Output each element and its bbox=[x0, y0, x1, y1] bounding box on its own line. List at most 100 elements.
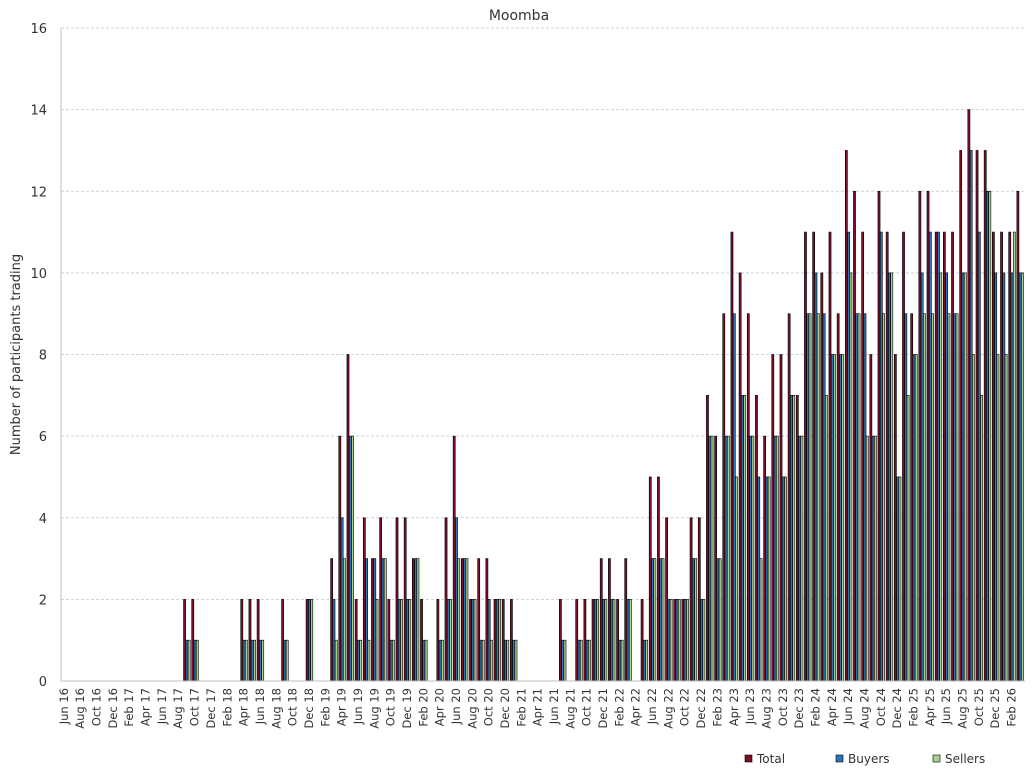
bar-sellers bbox=[375, 599, 379, 682]
x-tick-label: Feb 25 bbox=[906, 688, 920, 727]
bar-sellers bbox=[947, 313, 951, 682]
legend-label-total: Total bbox=[756, 752, 785, 766]
x-tick-label: Apr 22 bbox=[629, 688, 643, 726]
x-tick-label: Dec 25 bbox=[988, 688, 1002, 729]
bar-buyers bbox=[561, 639, 565, 682]
bar-total bbox=[738, 272, 742, 682]
x-tick-label: Oct 19 bbox=[384, 688, 398, 726]
bar-sellers bbox=[865, 435, 869, 682]
bar-sellers bbox=[906, 395, 910, 682]
bar-sellers bbox=[874, 435, 877, 682]
bar-buyers bbox=[863, 313, 867, 682]
bar-buyers bbox=[977, 231, 981, 682]
bar-sellers bbox=[792, 395, 796, 682]
bar-buyers bbox=[790, 395, 793, 682]
bar-buyers bbox=[610, 599, 614, 682]
x-tick-label: Oct 21 bbox=[580, 688, 594, 726]
y-tick-label: 2 bbox=[39, 593, 47, 608]
bar-sellers bbox=[931, 313, 934, 682]
x-tick-label: Jun 23 bbox=[743, 688, 757, 725]
bar-sellers bbox=[506, 639, 510, 682]
bar-buyers bbox=[961, 272, 965, 682]
bar-buyers bbox=[504, 639, 507, 682]
bar-total bbox=[371, 558, 374, 682]
bar-sellers bbox=[449, 599, 452, 682]
bar-total bbox=[812, 231, 816, 682]
bar-buyers bbox=[847, 231, 850, 682]
x-tick-label: Jun 21 bbox=[547, 688, 561, 725]
bar-sellers bbox=[808, 313, 812, 682]
bar-sellers bbox=[628, 599, 632, 682]
x-tick-label: Apr 20 bbox=[433, 688, 447, 726]
bar-total bbox=[559, 599, 562, 682]
bar-total bbox=[191, 599, 195, 682]
bar-buyers bbox=[749, 435, 752, 682]
bar-sellers bbox=[596, 599, 600, 682]
x-tick-label: Dec 22 bbox=[694, 688, 708, 729]
bar-sellers bbox=[677, 599, 681, 682]
chart-title: Moomba bbox=[489, 8, 549, 24]
legend-label-buyers: Buyers bbox=[848, 752, 890, 766]
bar-total bbox=[771, 354, 775, 682]
bar-buyers bbox=[969, 150, 973, 682]
bar-buyers bbox=[765, 476, 769, 682]
bar-sellers bbox=[408, 599, 412, 682]
bar-buyers bbox=[626, 599, 630, 682]
bar-sellers bbox=[579, 639, 583, 682]
bar-total bbox=[616, 599, 619, 682]
x-tick-label: Aug 21 bbox=[563, 688, 577, 729]
bar-sellers bbox=[735, 476, 738, 682]
bar-sellers bbox=[457, 558, 461, 682]
bar-buyers bbox=[781, 476, 785, 682]
bar-sellers bbox=[473, 599, 477, 682]
bar-buyers bbox=[463, 558, 467, 682]
x-tick-label: Aug 18 bbox=[269, 688, 283, 729]
x-tick-label: Aug 24 bbox=[857, 688, 871, 729]
bar-buyers bbox=[512, 639, 516, 682]
bar-sellers bbox=[980, 395, 983, 682]
x-tick-label: Dec 20 bbox=[498, 688, 512, 729]
x-tick-label: Dec 21 bbox=[596, 688, 610, 729]
bar-total bbox=[689, 517, 693, 682]
bar-buyers bbox=[798, 435, 801, 682]
bar-sellers bbox=[661, 558, 665, 682]
bar-total bbox=[411, 558, 415, 682]
bar-total bbox=[795, 395, 799, 682]
bar-sellers bbox=[481, 639, 485, 682]
bar-buyers bbox=[675, 599, 679, 682]
bar-sellers bbox=[898, 476, 902, 682]
x-tick-label: Jun 17 bbox=[155, 688, 169, 725]
bar-buyers bbox=[896, 476, 900, 682]
bar-buyers bbox=[773, 435, 777, 682]
x-tick-label: Dec 23 bbox=[792, 688, 806, 729]
bar-buyers bbox=[912, 354, 916, 682]
bar-total bbox=[975, 150, 979, 682]
bar-buyers bbox=[830, 354, 834, 682]
x-tick-label: Dec 18 bbox=[302, 688, 316, 729]
bar-total bbox=[1016, 190, 1020, 682]
bar-total bbox=[575, 599, 579, 682]
bar-total bbox=[461, 558, 464, 682]
x-tick-label: Apr 24 bbox=[825, 688, 839, 726]
bar-total bbox=[477, 558, 481, 682]
bar-total bbox=[657, 476, 660, 682]
bar-total bbox=[951, 231, 954, 682]
bar-sellers bbox=[816, 313, 820, 682]
x-tick-label: Apr 17 bbox=[139, 688, 153, 726]
x-tick-label: Aug 23 bbox=[759, 688, 773, 729]
bar-sellers bbox=[359, 639, 363, 682]
x-tick-label: Feb 18 bbox=[220, 688, 234, 727]
bar-buyers bbox=[618, 639, 622, 682]
bar-sellers bbox=[882, 313, 885, 682]
x-tick-label: Oct 17 bbox=[188, 688, 202, 726]
x-tick-label: Jun 24 bbox=[841, 688, 855, 725]
bar-total bbox=[346, 354, 350, 682]
bar-buyers bbox=[357, 639, 360, 682]
bar-sellers bbox=[718, 558, 722, 682]
y-tick-label: 8 bbox=[39, 349, 47, 364]
bar-total bbox=[967, 109, 971, 682]
bar-total bbox=[330, 558, 334, 682]
y-tick-label: 12 bbox=[30, 185, 47, 200]
bar-sellers bbox=[400, 599, 403, 682]
bar-sellers bbox=[310, 599, 314, 682]
